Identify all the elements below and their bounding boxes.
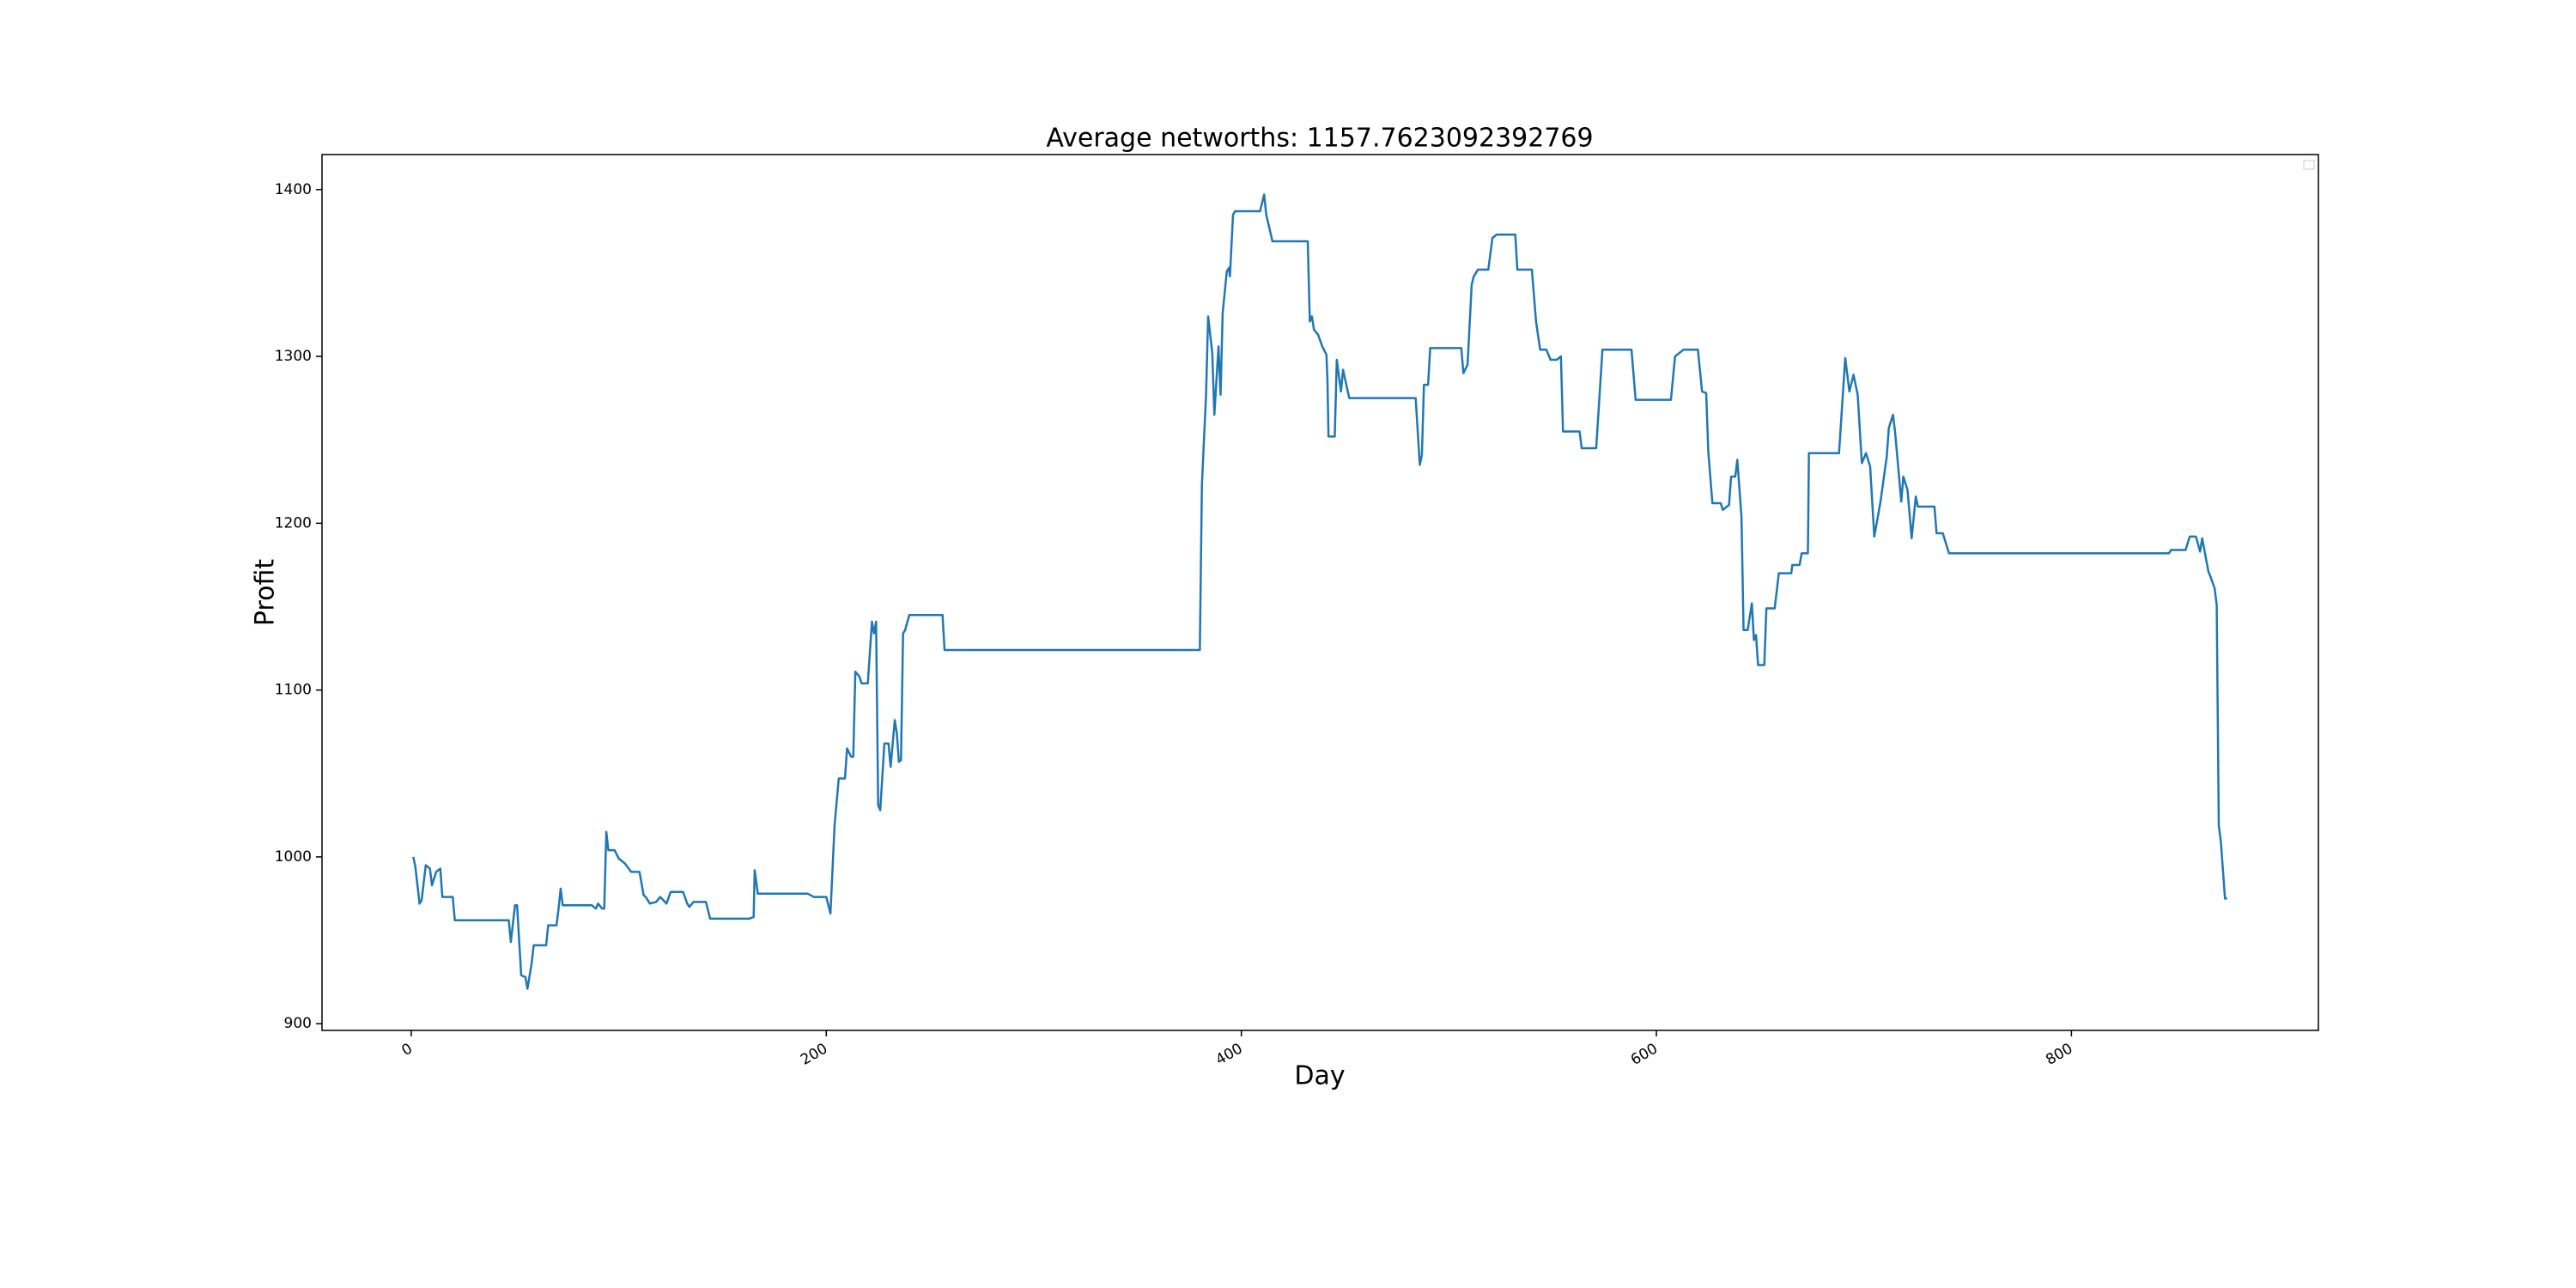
legend-box bbox=[2303, 160, 2315, 170]
x-tick-label: 200 bbox=[798, 1040, 830, 1069]
x-tick-label: 0 bbox=[399, 1040, 416, 1060]
plot-frame bbox=[321, 154, 2319, 1031]
y-axis-label: Profit bbox=[251, 559, 281, 626]
x-axis-label: Day bbox=[1294, 1061, 1345, 1091]
x-tick-label: 400 bbox=[1213, 1040, 1246, 1069]
x-tick-label: 600 bbox=[1628, 1040, 1661, 1069]
chart-title: Average networths: 1157.7623092392769 bbox=[1046, 124, 1593, 154]
line bbox=[412, 193, 2227, 990]
y-tick-label: 1200 bbox=[275, 514, 312, 532]
x-tick-label: 800 bbox=[2043, 1040, 2075, 1069]
y-tick-label: 1100 bbox=[275, 682, 312, 699]
y-tick-label: 1400 bbox=[275, 181, 312, 198]
y-tick-label: 900 bbox=[284, 1015, 312, 1032]
y-tick-label: 1000 bbox=[275, 848, 312, 866]
y-tick-label: 1300 bbox=[275, 348, 312, 365]
